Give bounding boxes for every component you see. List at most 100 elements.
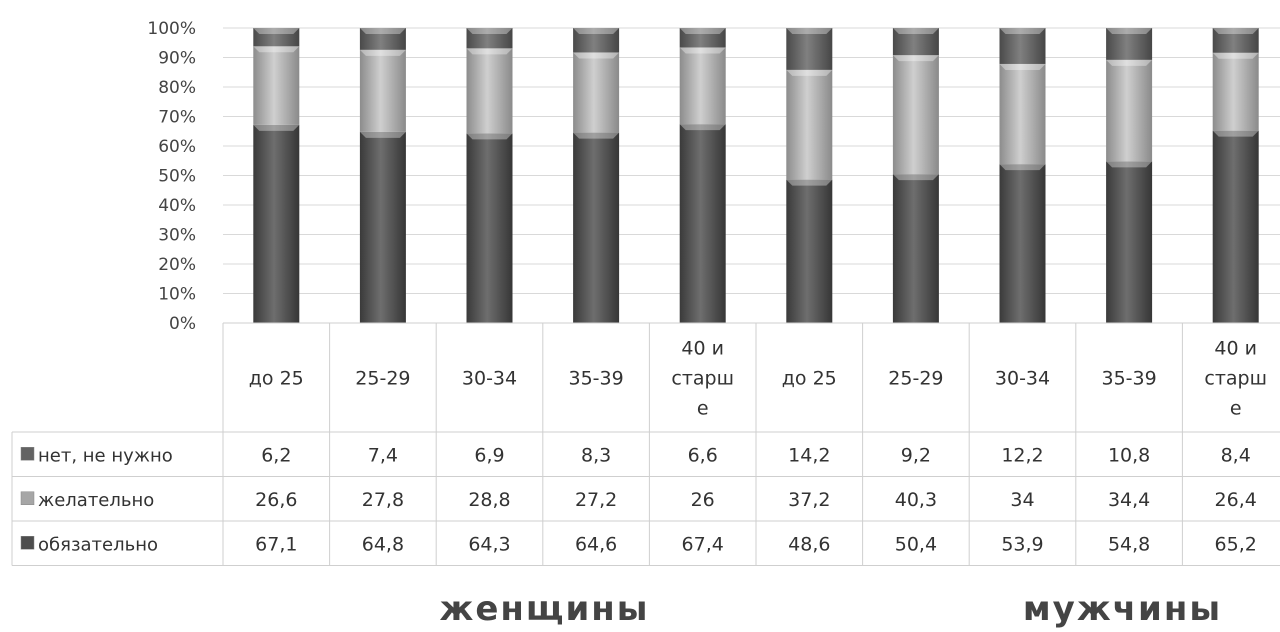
bar-bevel <box>253 28 300 34</box>
bar-segment <box>359 28 406 50</box>
legend-label: нет, не нужно <box>38 445 173 466</box>
bar-segment <box>1106 59 1153 162</box>
bar-segment <box>786 28 833 70</box>
bar-bevel <box>679 47 726 54</box>
table-cell: 8,4 <box>1221 444 1251 466</box>
y-tick-label: 60% <box>158 137 196 157</box>
y-axis-ticks: 0% 10% 20% 30% 40% 50% 60% 70% 80% 90% 100% <box>147 19 196 334</box>
bar-bevel <box>1212 130 1259 137</box>
bar-segment <box>679 124 726 323</box>
bar-segment <box>679 28 726 48</box>
table-cell: 26,6 <box>255 489 297 511</box>
legend-label: обязательно <box>38 534 158 555</box>
bar-segment <box>359 49 406 132</box>
bar-bevel <box>573 52 620 59</box>
bar-segment <box>786 69 833 180</box>
legend-label: желательно <box>38 490 154 511</box>
category-label: старш <box>1204 368 1267 390</box>
table-cell: 10,8 <box>1108 444 1150 466</box>
table-cell: 64,6 <box>575 533 617 555</box>
bar-segment <box>1212 52 1259 131</box>
bar-bevel <box>786 69 833 76</box>
category-label: до 25 <box>782 368 837 390</box>
bar-segment <box>573 52 620 133</box>
category-label: 30-34 <box>462 368 517 390</box>
table-cell: 28,8 <box>468 489 510 511</box>
bar-bevel <box>1212 52 1259 59</box>
table-cell: 67,4 <box>682 533 724 555</box>
category-label: е <box>1230 398 1242 420</box>
bar-bevel <box>466 133 513 140</box>
bar-segment <box>253 28 300 47</box>
bar-segment <box>1106 161 1153 323</box>
bar-bevel <box>466 28 513 34</box>
bar-segment <box>466 133 513 323</box>
bar-segment <box>253 46 300 125</box>
y-tick-label: 90% <box>158 49 196 69</box>
bar-bevel <box>359 28 406 34</box>
category-label: 40 и <box>681 338 724 360</box>
bar-bevel <box>679 124 726 131</box>
table-cell: 64,8 <box>362 533 404 555</box>
table-cell: 8,3 <box>581 444 611 466</box>
bar-segment <box>359 131 406 323</box>
bars <box>253 28 1259 323</box>
bar-bevel <box>786 179 833 186</box>
category-label: старш <box>671 368 734 390</box>
bar-segment <box>892 55 939 175</box>
table-cell: 50,4 <box>895 533 937 555</box>
bar-segment <box>1212 28 1259 53</box>
table-cell: 64,3 <box>468 533 510 555</box>
bar-segment <box>1106 28 1153 60</box>
bar-bevel <box>786 28 833 34</box>
table-cell: 27,2 <box>575 489 617 511</box>
table-cell: 12,2 <box>1001 444 1043 466</box>
bar-segment <box>573 132 620 323</box>
bar-segment <box>786 179 833 323</box>
category-label: до 25 <box>249 368 304 390</box>
legend-swatch <box>20 536 35 550</box>
bar-segment <box>892 174 939 323</box>
category-label: 25-29 <box>888 368 943 390</box>
bar-bevel <box>1106 59 1153 66</box>
table-cell: 54,8 <box>1108 533 1150 555</box>
category-label: е <box>697 398 709 420</box>
bar-segment <box>573 28 620 53</box>
bar-segment <box>466 28 513 49</box>
table-cell: 40,3 <box>895 489 937 511</box>
bar-segment <box>1212 130 1259 323</box>
table-cell: 53,9 <box>1001 533 1043 555</box>
table-cell: 9,2 <box>901 444 931 466</box>
y-tick-label: 30% <box>158 226 196 246</box>
group-titles: женщины мужчины <box>439 589 1220 629</box>
bar-bevel <box>892 55 939 62</box>
table-cell: 65,2 <box>1215 533 1257 555</box>
table-cell: 26 <box>691 489 715 511</box>
table-cell: 27,8 <box>362 489 404 511</box>
bar-bevel <box>999 164 1046 171</box>
y-tick-label: 50% <box>158 167 196 187</box>
category-label: 35-39 <box>568 368 623 390</box>
bar-bevel <box>1106 28 1153 34</box>
legend-swatch <box>20 447 35 461</box>
data-table: до 25 25-29 30-34 35-39 40 и старш е до 25 25-29… <box>11 322 1280 566</box>
bar-bevel <box>1106 161 1153 168</box>
group-title: женщины <box>439 589 649 629</box>
table-cell: 37,2 <box>788 489 830 511</box>
bar-segment <box>466 48 513 134</box>
y-tick-label: 0% <box>169 314 196 334</box>
table-cell: 6,9 <box>474 444 504 466</box>
bar-bevel <box>892 28 939 34</box>
bar-segment <box>679 47 726 125</box>
bar-bevel <box>359 131 406 138</box>
y-tick-label: 40% <box>158 196 196 216</box>
y-tick-label: 70% <box>158 108 196 128</box>
table-cell: 14,2 <box>788 444 830 466</box>
bar-segment <box>999 164 1046 323</box>
bar-bevel <box>253 124 300 131</box>
table-cell: 26,4 <box>1215 489 1257 511</box>
table-cell: 34,4 <box>1108 489 1150 511</box>
y-tick-label: 10% <box>158 285 196 305</box>
category-label: 25-29 <box>355 368 410 390</box>
